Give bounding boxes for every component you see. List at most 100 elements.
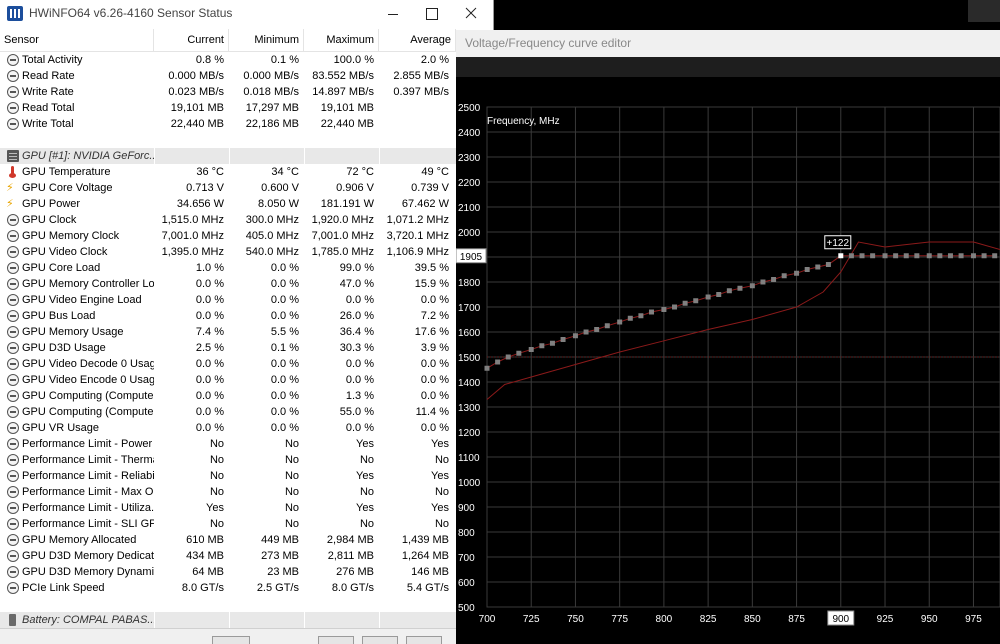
table-row[interactable]: GPU D3D Memory Dynamic 64 MB 23 MB 276 MB 14…: [0, 564, 456, 580]
table-row[interactable]: GPU Power 34.656 W 8.050 W 181.191 W 67.462 …: [0, 196, 456, 212]
curve-point[interactable]: [893, 253, 899, 259]
curve-point[interactable]: [549, 340, 555, 346]
column-header-sensor[interactable]: Sensor: [0, 29, 154, 51]
table-row[interactable]: GPU Memory Clock 7,001.0 MHz 405.0 MHz 7,00…: [0, 228, 456, 244]
table-row[interactable]: GPU Bus Load 0.0 % 0.0 % 26.0 % 7.2 %: [0, 308, 456, 324]
table-row[interactable]: GPU Clock 1,515.0 MHz 300.0 MHz 1,920.0 MHz…: [0, 212, 456, 228]
curve-point[interactable]: [505, 354, 511, 360]
vf-editor-titlebar[interactable]: Voltage/Frequency curve editor: [456, 30, 1000, 57]
curve-point[interactable]: [859, 253, 865, 259]
sensor-group-header[interactable]: GPU [#1]: NVIDIA GeForc...: [0, 148, 456, 164]
table-row[interactable]: Write Total 22,440 MB 22,186 MB 22,440 MB: [0, 116, 456, 132]
table-row[interactable]: GPU Core Voltage 0.713 V 0.600 V 0.906 V 0.7…: [0, 180, 456, 196]
table-row[interactable]: PCIe Link Speed 8.0 GT/s 2.5 GT/s 8.0 GT/s 5…: [0, 580, 456, 596]
curve-point[interactable]: [682, 300, 688, 306]
curve-point[interactable]: [516, 350, 522, 356]
curve-point[interactable]: [914, 253, 920, 259]
table-row[interactable]: GPU Video Encode 0 Usage 0.0 % 0.0 % 0.0 % 0…: [0, 372, 456, 388]
column-header-current[interactable]: Current: [154, 29, 229, 51]
curve-point[interactable]: [947, 253, 953, 259]
curve-point[interactable]: [848, 253, 854, 259]
table-row[interactable]: Write Rate 0.023 MB/s 0.018 MB/s 14.897 MB/…: [0, 84, 456, 100]
curve-point[interactable]: [693, 298, 699, 304]
curve-point[interactable]: [539, 343, 545, 349]
curve-point[interactable]: [716, 292, 722, 297]
table-row[interactable]: GPU Core Load 1.0 % 0.0 % 99.0 % 39.5 %: [0, 260, 456, 276]
close-button[interactable]: [450, 0, 492, 28]
curve-points[interactable]: [484, 253, 998, 371]
curve-point[interactable]: [903, 253, 909, 259]
curve-point[interactable]: [649, 309, 655, 315]
table-row[interactable]: Performance Limit - Reliabi... No No Yes Yes: [0, 468, 456, 484]
table-row[interactable]: Performance Limit - Power No No Yes Yes: [0, 436, 456, 452]
toolbar-button[interactable]: [406, 636, 442, 644]
curve-point[interactable]: [583, 329, 589, 335]
table-row[interactable]: Read Total 19,101 MB 17,297 MB 19,101 MB: [0, 100, 456, 116]
curve-point[interactable]: [495, 359, 501, 365]
curve-point[interactable]: [937, 253, 943, 259]
curve-point[interactable]: [528, 347, 534, 352]
table-row[interactable]: GPU Video Clock 1,395.0 MHz 540.0 MHz 1,785…: [0, 244, 456, 260]
table-row[interactable]: GPU Memory Usage 7.4 % 5.5 % 36.4 % 17.6 %: [0, 324, 456, 340]
table-row[interactable]: GPU VR Usage 0.0 % 0.0 % 0.0 % 0.0 %: [0, 420, 456, 436]
curve-point[interactable]: [705, 294, 711, 300]
curve-point[interactable]: [804, 267, 810, 272]
curve-point[interactable]: [560, 337, 566, 342]
y-tick-label: 1800: [458, 278, 481, 289]
curve-point[interactable]: [981, 253, 987, 259]
table-row[interactable]: Read Rate 0.000 MB/s 0.000 MB/s 83.552 MB/s…: [0, 68, 456, 84]
table-row[interactable]: GPU Memory Controller Load 0.0 % 0.0 % 47.0…: [0, 276, 456, 292]
vf-curve-chart[interactable]: Frequency, MHz 500 600 700 800 900 1000 1100 12…: [456, 77, 1000, 644]
table-row[interactable]: Performance Limit - Thermal No No No No: [0, 452, 456, 468]
table-row[interactable]: GPU D3D Memory Dedicated 434 MB 273 MB 2,81…: [0, 548, 456, 564]
current-value: 0.023 MB/s: [168, 86, 224, 98]
table-row[interactable]: GPU Memory Allocated 610 MB 449 MB 2,984 MB…: [0, 532, 456, 548]
table-row[interactable]: Performance Limit - Max O... No No No No: [0, 484, 456, 500]
table-row[interactable]: GPU Computing (Compute... 0.0 % 0.0 % 55.0 …: [0, 404, 456, 420]
curve-point[interactable]: [870, 253, 876, 259]
table-row[interactable]: Performance Limit - SLI GP... No No No No: [0, 516, 456, 532]
column-header-minimum[interactable]: Minimum: [229, 29, 304, 51]
curve-point[interactable]: [672, 304, 678, 310]
curve-point[interactable]: [970, 253, 976, 259]
table-row[interactable]: GPU D3D Usage 2.5 % 0.1 % 30.3 % 3.9 %: [0, 340, 456, 356]
table-row[interactable]: GPU Computing (Compute... 0.0 % 0.0 % 1.3 %…: [0, 388, 456, 404]
maximize-button[interactable]: [410, 0, 452, 28]
toolbar-button[interactable]: [212, 636, 250, 644]
sensor-group-header[interactable]: Battery: COMPAL PABAS...: [0, 612, 456, 628]
curve-point[interactable]: [726, 288, 732, 294]
curve-point[interactable]: [617, 319, 623, 325]
selected-curve-point[interactable]: [838, 253, 844, 259]
curve-point[interactable]: [604, 323, 610, 329]
toolbar-button[interactable]: [362, 636, 398, 644]
curve-point[interactable]: [771, 277, 777, 282]
minimize-button[interactable]: [372, 0, 414, 28]
curve-point[interactable]: [594, 327, 600, 332]
table-row[interactable]: GPU Video Engine Load 0.0 % 0.0 % 0.0 % 0.0 …: [0, 292, 456, 308]
minimum-value: No: [284, 502, 299, 514]
curve-point[interactable]: [627, 315, 633, 321]
table-row[interactable]: GPU Temperature 36 °C 34 °C 72 °C 49 °C: [0, 164, 456, 180]
table-row[interactable]: GPU Video Decode 0 Usage 0.0 % 0.0 % 0.0 % 0…: [0, 356, 456, 372]
column-header-average[interactable]: Average: [379, 29, 456, 51]
curve-point[interactable]: [661, 307, 667, 312]
toolbar-button[interactable]: [318, 636, 354, 644]
curve-point[interactable]: [794, 270, 800, 276]
curve-point[interactable]: [815, 264, 821, 270]
curve-point[interactable]: [825, 262, 831, 267]
curve-point[interactable]: [572, 333, 578, 339]
curve-point[interactable]: [926, 253, 932, 259]
curve-point[interactable]: [781, 273, 787, 279]
table-row[interactable]: Total Activity 0.8 % 0.1 % 100.0 % 2.0 %: [0, 52, 456, 68]
curve-point[interactable]: [737, 285, 743, 291]
curve-point[interactable]: [760, 279, 766, 285]
curve-point[interactable]: [638, 313, 644, 319]
table-row[interactable]: Performance Limit - Utiliza... Yes No Yes Ye…: [0, 500, 456, 516]
column-header-maximum[interactable]: Maximum: [304, 29, 379, 51]
curve-point[interactable]: [882, 253, 888, 259]
curve-point[interactable]: [958, 253, 964, 259]
curve-point[interactable]: [992, 253, 998, 259]
hwinfo-titlebar[interactable]: HWiNFO64 v6.26-4160 Sensor Status: [0, 0, 493, 28]
curve-point[interactable]: [749, 283, 755, 289]
curve-point[interactable]: [484, 365, 490, 371]
